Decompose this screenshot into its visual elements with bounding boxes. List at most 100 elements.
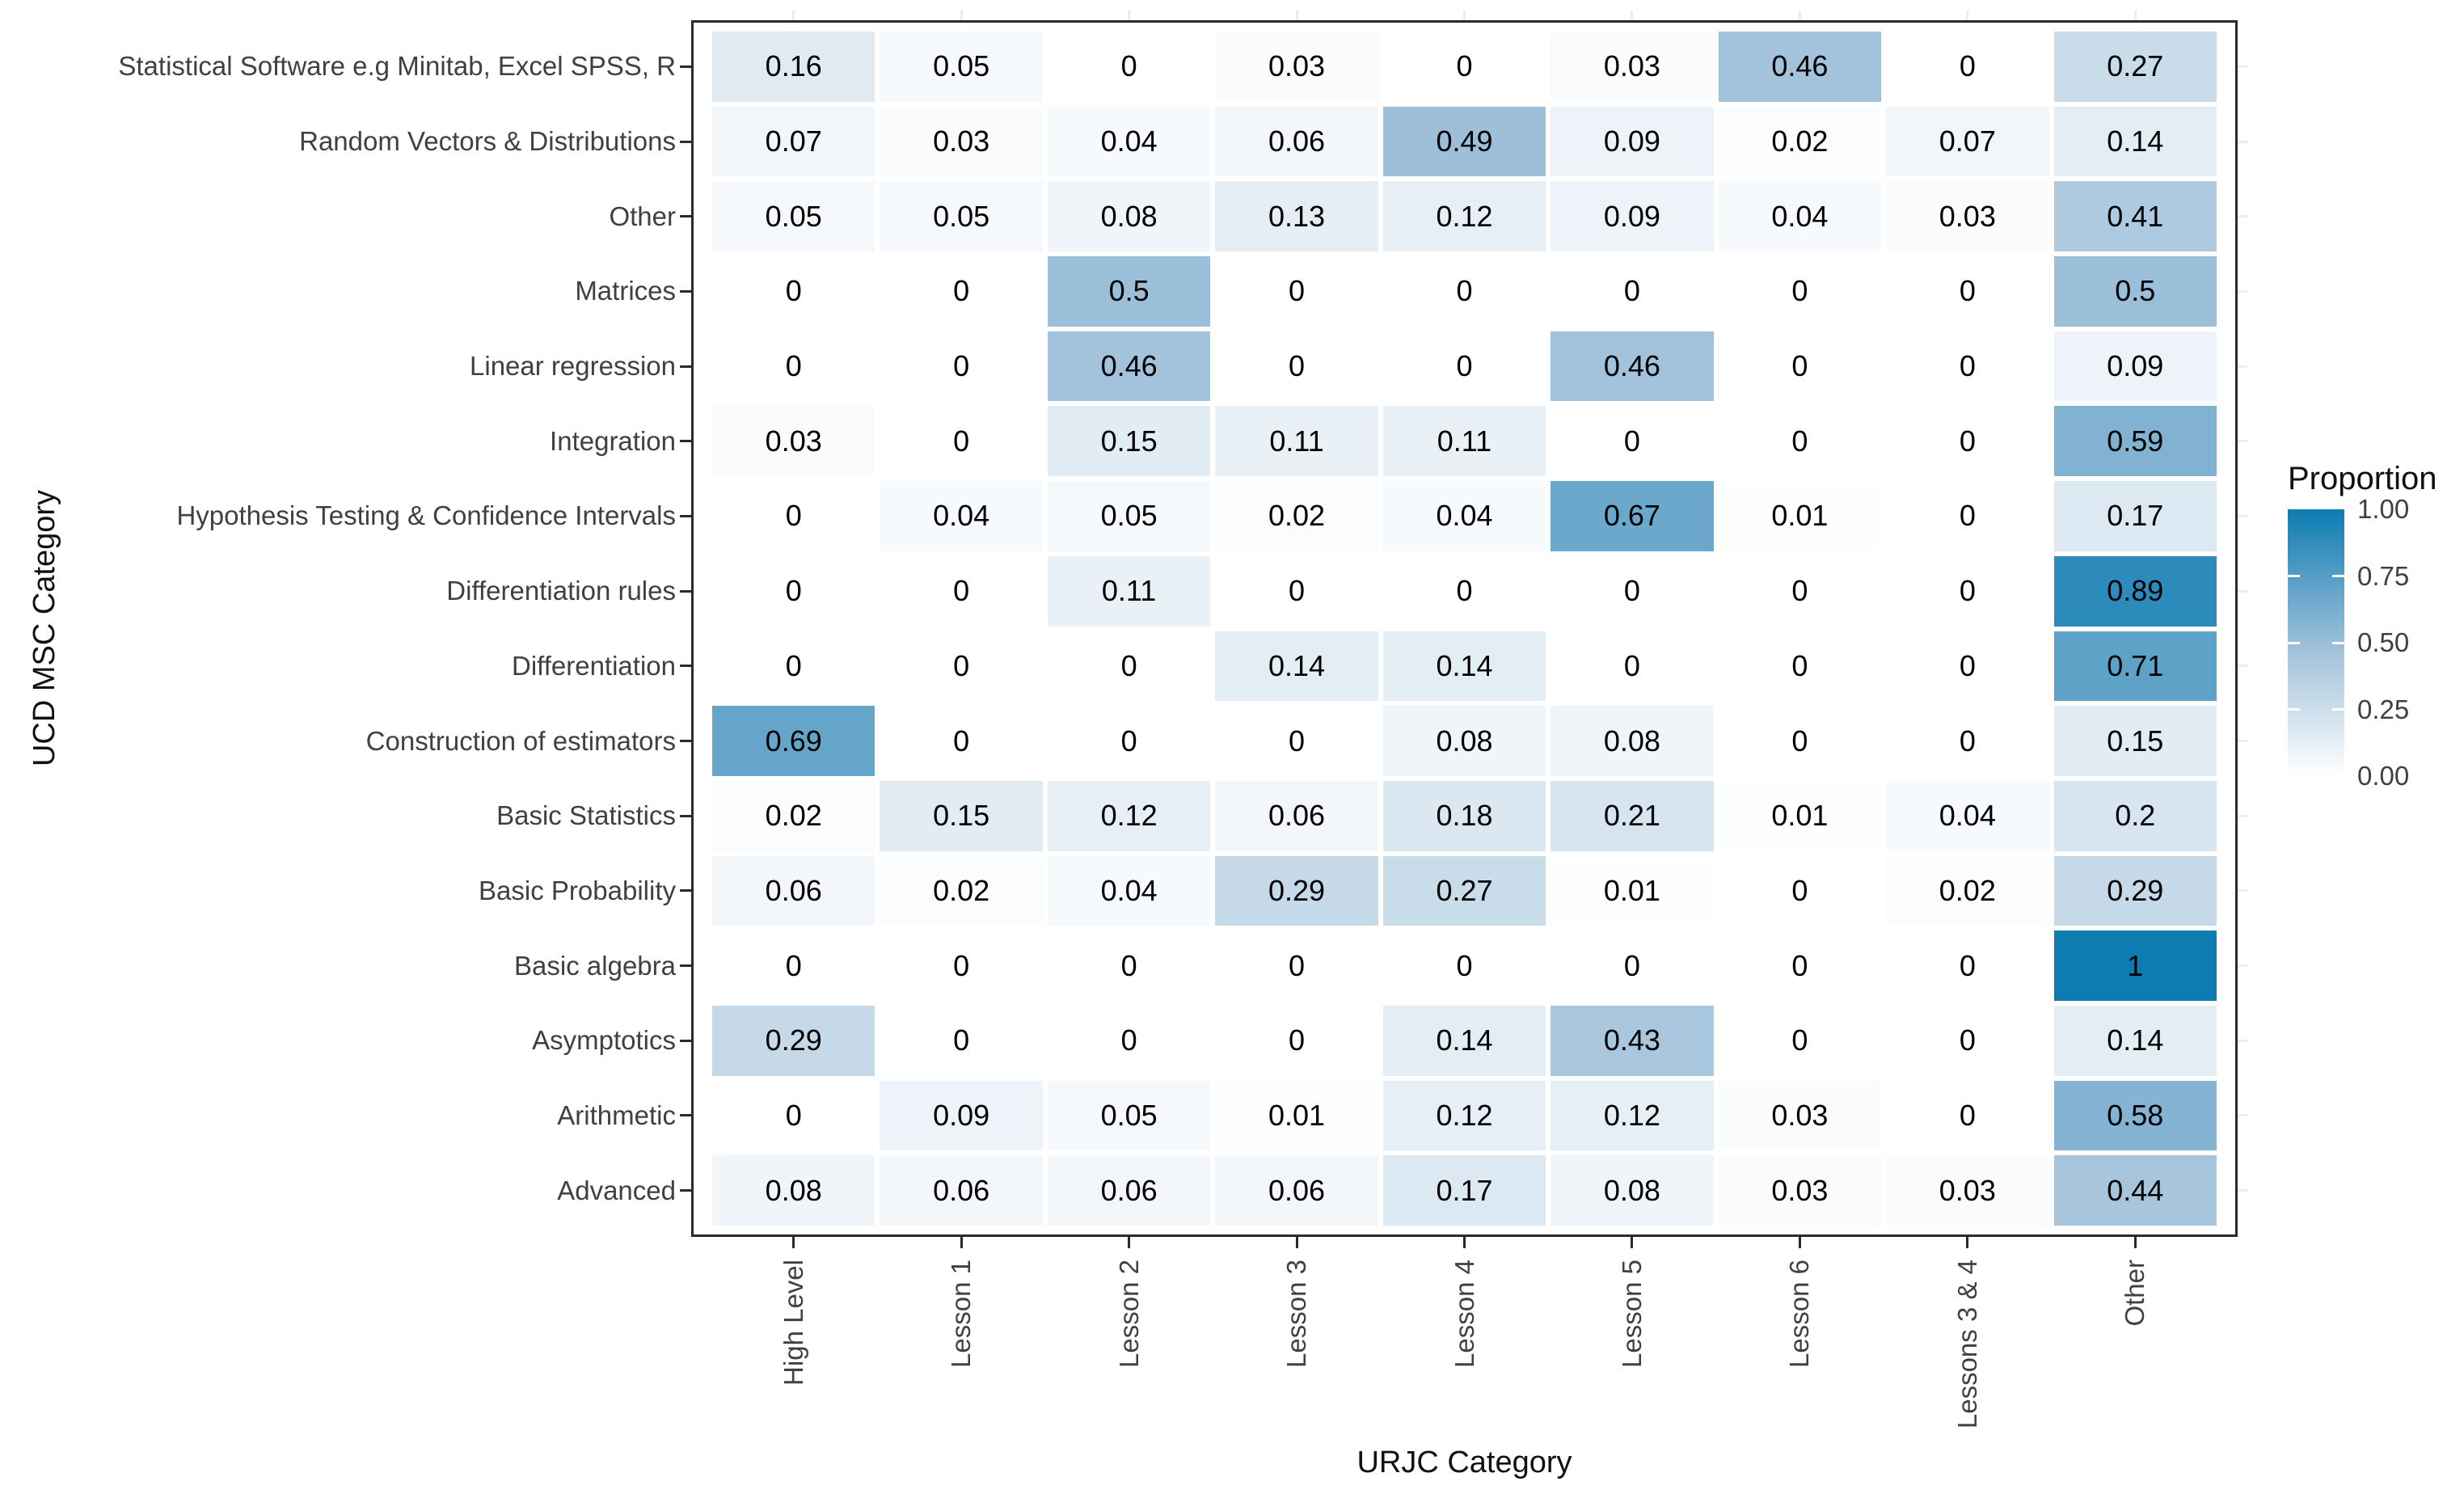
heatmap-cell: 0 [1382,32,1546,102]
heatmap-cell: 0 [1047,706,1211,776]
heatmap-cell: 0.04 [1718,181,1882,252]
heatmap-cell: 0 [1718,555,1882,627]
heatmap-cell: 0 [880,331,1043,402]
heatmap-cell: 0.05 [1047,481,1211,551]
heatmap-cell: 0 [1886,406,2049,477]
legend-tick-label: 1.00 [2357,494,2410,524]
y-axis-tick [680,1039,691,1042]
heatmap-cell: 0 [1215,331,1378,402]
heatmap-cell: 0 [712,555,875,627]
heatmap-cell: 0.12 [1382,1080,1546,1151]
heatmap-cell: 0 [880,406,1043,477]
heatmap-cell: 0 [1215,1005,1378,1076]
x-axis-tick [2133,1237,2137,1248]
y-axis-tick [680,665,691,668]
heatmap-cell: 0 [1886,481,2049,551]
heatmap-cell: 0.06 [1215,106,1378,177]
heatmap-cell: 0 [712,331,875,402]
y-axis-label: Basic Statistics [496,800,676,831]
heatmap-cell: 0.15 [1047,406,1211,477]
heatmap-cell: 0.06 [880,1155,1043,1226]
x-axis-tick-top [960,11,963,20]
heatmap-cell: 0.05 [880,32,1043,102]
legend-tick-notch [2332,708,2344,711]
y-axis-label: Asymptotics [532,1025,676,1056]
heatmap-cell: 0.21 [1551,780,1714,851]
heatmap-cell: 0 [1718,931,1882,1001]
heatmap-cell: 0.59 [2053,406,2217,477]
y-axis-tick [680,365,691,368]
x-axis-tick-top [1463,11,1466,20]
heatmap-cell: 0 [1551,931,1714,1001]
heatmap-cell: 0.01 [1551,855,1714,926]
x-axis-label: High Level [778,1260,808,1386]
heatmap-cell: 0 [1886,706,2049,776]
heatmap-cell: 0 [1551,631,1714,702]
heatmap-cell: 0.06 [1215,1155,1378,1226]
heatmap-cell: 0.08 [1382,706,1546,776]
heatmap-cell: 0.07 [1886,106,2049,177]
x-axis-label: Other [2120,1260,2150,1327]
heatmap-cell: 0.12 [1382,181,1546,252]
heatmap-cell: 0.03 [880,106,1043,177]
heatmap-cell: 0 [880,1005,1043,1076]
heatmap-cell: 0.71 [2053,631,2217,702]
y-axis-tick-right [2238,665,2247,668]
heatmap-cell: 0.89 [2053,555,2217,627]
heatmap-cell: 0.14 [2053,1005,2217,1076]
x-axis-label: Lesson 3 [1281,1260,1312,1368]
heatmap-cell: 0.08 [1551,1155,1714,1226]
heatmap-cell: 0 [880,631,1043,702]
legend-tick-notch [2332,575,2344,577]
x-axis-tick [1128,1237,1131,1248]
x-axis-label: Lesson 1 [946,1260,977,1368]
heatmap-cell: 0 [1886,1080,2049,1151]
heatmap-cell: 0 [712,631,875,702]
heatmap-cell: 0.69 [712,706,875,776]
y-axis-tick-right [2238,365,2247,368]
heatmap-cell: 0 [1886,331,2049,402]
heatmap-cell: 0.11 [1215,406,1378,477]
y-axis-tick [680,589,691,593]
heatmap-cell: 0 [1382,931,1546,1001]
heatmap-cell: 0 [1718,631,1882,702]
heatmap-cell: 0.02 [880,855,1043,926]
x-axis-tick [1295,1237,1298,1248]
heatmap-cell: 0 [1382,331,1546,402]
heatmap-cell: 0 [712,481,875,551]
x-axis-tick [1798,1237,1801,1248]
heatmap-cell: 0.04 [1886,780,2049,851]
y-axis-label: Matrices [575,276,676,306]
legend-tick-label: 0.75 [2357,560,2410,591]
heatmap-cell: 0.03 [1886,1155,2049,1226]
y-axis-tick-right [2238,1114,2247,1117]
y-axis-tick-right [2238,140,2247,143]
x-axis-tick-top [1295,11,1298,20]
y-axis-tick [680,440,691,443]
heatmap-cell: 0 [1886,555,2049,627]
heatmap-cell: 0 [1047,631,1211,702]
heatmap-cell: 0.15 [2053,706,2217,776]
heatmap-cell: 0.04 [1382,481,1546,551]
heatmap-cell: 0.12 [1551,1080,1714,1151]
heatmap-cell: 0.02 [1215,481,1378,551]
heatmap-cell: 0 [712,1080,875,1151]
y-axis-label: Statistical Software e.g Minitab, Excel … [118,51,676,82]
heatmap-cell: 0.14 [2053,106,2217,177]
y-axis-tick-right [2238,740,2247,743]
legend-tick-label: 0.00 [2357,761,2410,791]
x-axis-label: Lesson 5 [1616,1260,1647,1368]
heatmap-cell: 0 [880,555,1043,627]
heatmap-cell: 0.03 [1551,32,1714,102]
heatmap-cell: 0.11 [1382,406,1546,477]
y-axis-label: Linear regression [470,351,676,382]
heatmap-cell: 0.02 [1886,855,2049,926]
legend-tick-label: 0.50 [2357,627,2410,657]
heatmap-cell: 0.03 [712,406,875,477]
y-axis-tick [680,514,691,517]
heatmap-cell: 0 [1718,1005,1882,1076]
heatmap-cell: 0 [1047,1005,1211,1076]
heatmap-cell: 0.14 [1382,631,1546,702]
y-axis-label: Construction of estimators [365,725,676,756]
